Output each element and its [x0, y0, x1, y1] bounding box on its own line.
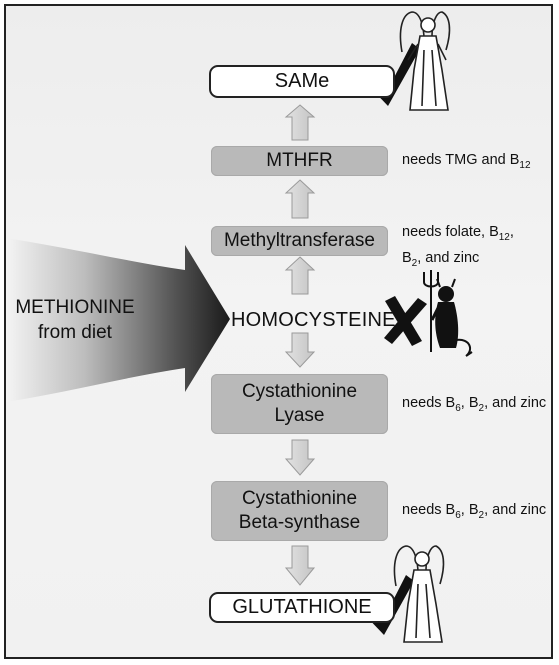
- methionine-line1: METHIONINE: [15, 297, 135, 318]
- x-mark-icon: [384, 296, 427, 346]
- node-synthase-line1: Cystathionine: [241, 488, 358, 509]
- node-synthase-line2: Beta-synthase: [238, 512, 361, 533]
- note-lyase-sub1: 6: [455, 402, 461, 414]
- node-lyase-line1: Cystathionine: [241, 381, 358, 402]
- note-synthase: needs B6, B2, and zinc: [402, 500, 546, 526]
- note-methyl-l1: needs folate, B: [402, 224, 499, 240]
- note-lyase-pre: needs B: [402, 395, 456, 411]
- note-mthfr-text: needs TMG and B: [402, 152, 520, 168]
- note-synthase-mid: , B: [460, 502, 479, 518]
- arrow-down-synthase-to-glutathione: [284, 545, 316, 586]
- note-methyl-l2-sub: 2: [411, 257, 418, 269]
- arrow-down-lyase-to-synthase: [284, 439, 316, 476]
- note-lyase-sub2: 2: [478, 402, 485, 414]
- node-cystathionine-lyase: Cystathionine Lyase: [211, 374, 388, 434]
- node-methyltransferase: Methyltransferase: [211, 226, 388, 256]
- note-lyase: needs B6, B2, and zinc: [402, 393, 546, 419]
- angel-figure-icon: [399, 11, 451, 111]
- note-methyltransferase: needs folate, B12, B2, and zinc: [402, 222, 514, 274]
- arrow-up-methyltransferase-to-mthfr: [284, 179, 316, 219]
- methionine-source-label: METHIONINE from diet: [6, 295, 144, 345]
- node-cystathionine-beta-synthase: Cystathionine Beta-synthase: [211, 481, 388, 541]
- note-synthase-sub1: 6: [455, 509, 461, 521]
- node-homocysteine-label: HOMOCYSTEINE: [231, 309, 396, 331]
- node-methyltransferase-label: Methyltransferase: [223, 230, 375, 251]
- node-same: SAMe: [209, 65, 395, 98]
- note-synthase-sub2: 2: [478, 509, 485, 521]
- node-glutathione-label: GLUTATHIONE: [232, 596, 372, 618]
- node-mthfr-label: MTHFR: [266, 150, 333, 171]
- note-synthase-post: , and zinc: [484, 502, 547, 518]
- node-glutathione: GLUTATHIONE: [209, 592, 395, 623]
- note-methyl-l2: B: [402, 249, 412, 266]
- note-methyl-l1-post: ,: [509, 224, 514, 240]
- arrow-up-mthfr-to-same: [284, 104, 316, 141]
- note-synthase-pre: needs B: [402, 502, 456, 518]
- note-methyl-l1-sub: 12: [498, 231, 510, 243]
- angel-figure-icon: [393, 545, 445, 643]
- note-mthfr: needs TMG and B12: [402, 150, 531, 176]
- arrow-up-homocysteine-to-methyltransferase: [284, 256, 316, 295]
- note-mthfr-sub: 12: [519, 159, 531, 171]
- methionine-line2: from diet: [38, 322, 112, 343]
- devil-figure-icon: [423, 270, 473, 357]
- note-lyase-mid: , B: [460, 395, 479, 411]
- node-mthfr: MTHFR: [211, 146, 388, 176]
- note-methyl-l2-post: , and zinc: [417, 249, 480, 266]
- note-lyase-post: , and zinc: [484, 395, 547, 411]
- node-lyase-line2: Lyase: [274, 405, 325, 426]
- node-homocysteine: HOMOCYSTEINE: [231, 309, 396, 332]
- arrow-down-homocysteine-to-lyase: [284, 332, 316, 368]
- methionine-input-arrow: [6, 238, 230, 402]
- node-same-label: SAMe: [274, 70, 330, 92]
